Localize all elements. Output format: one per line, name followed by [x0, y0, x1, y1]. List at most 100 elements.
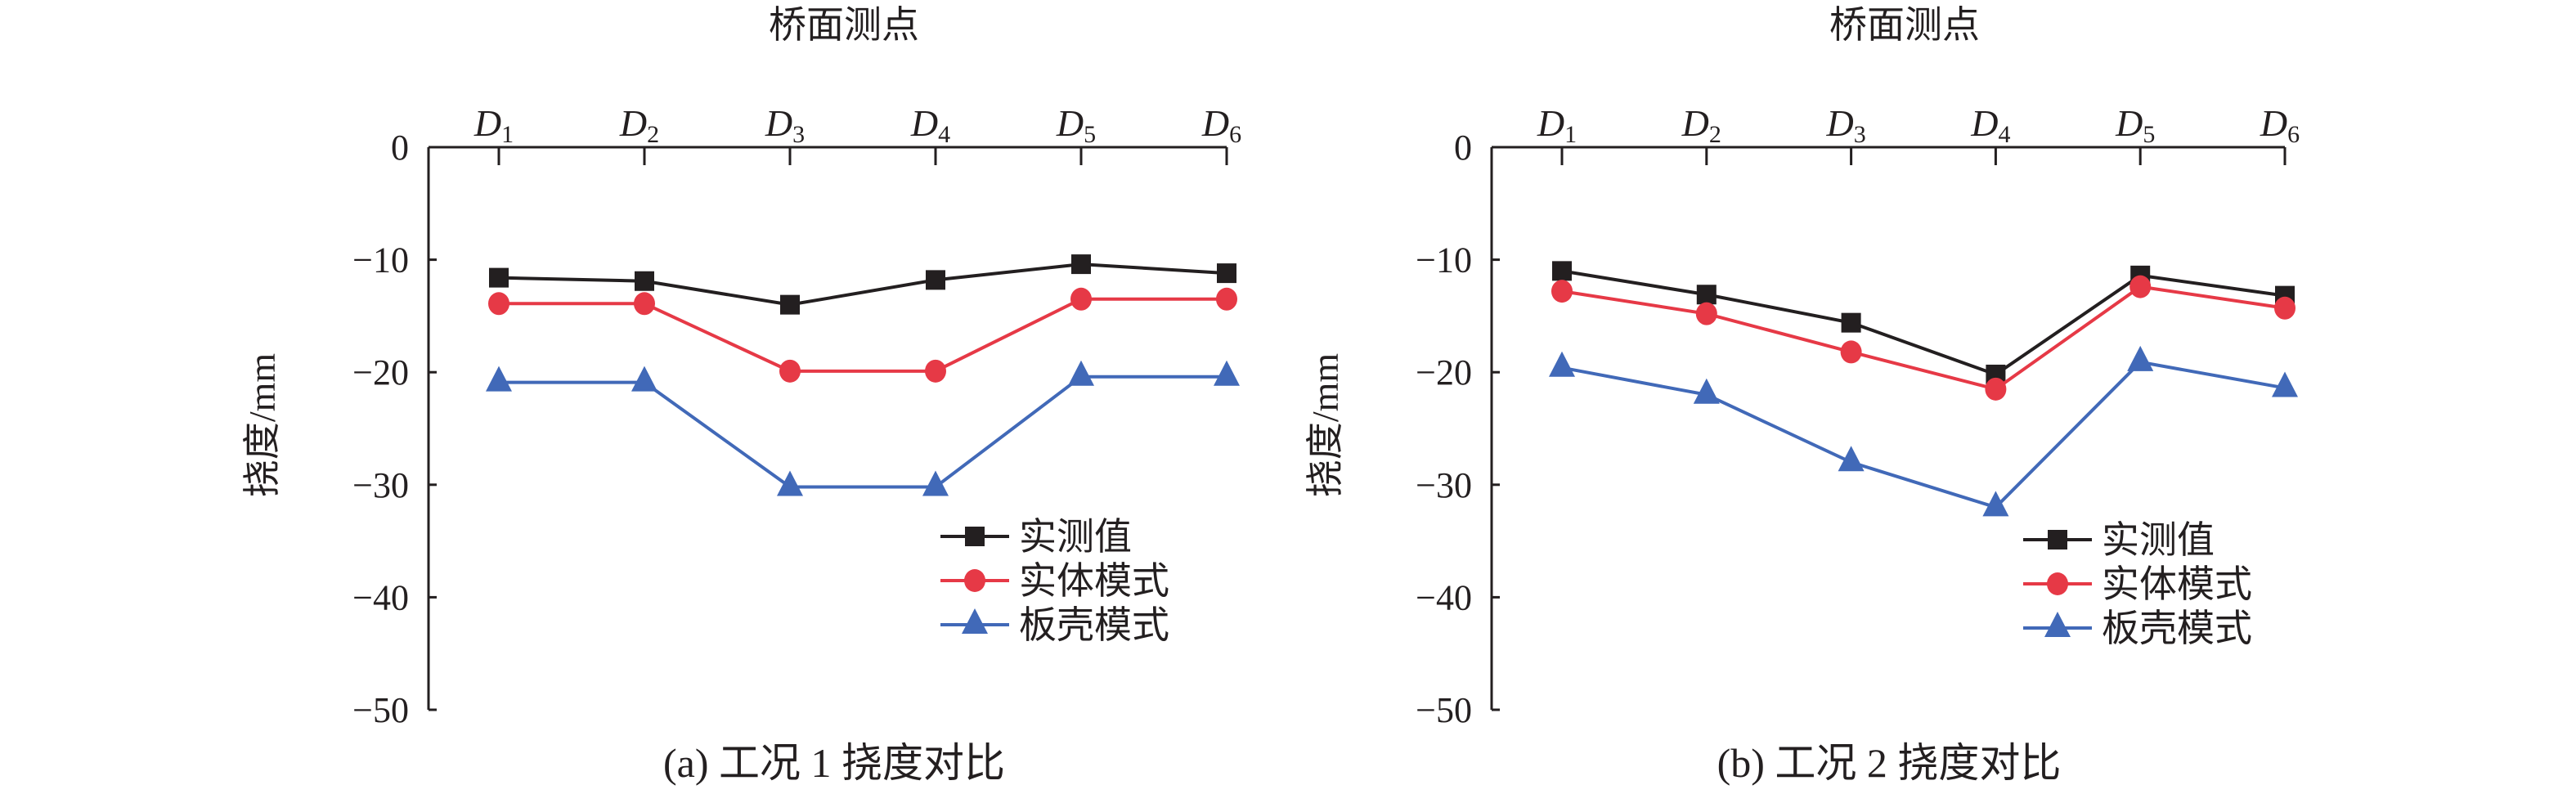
x-tick-subscript: 1	[1564, 121, 1577, 148]
data-point	[1693, 378, 1720, 404]
data-point	[1216, 287, 1237, 311]
data-point	[635, 271, 654, 291]
x-tick-subscript: 4	[1999, 121, 2011, 148]
x-tick-label: D6	[1201, 102, 1241, 148]
data-point	[1695, 302, 1717, 325]
series-triangle	[486, 360, 1240, 496]
series-line	[498, 262, 1227, 307]
data-point	[779, 359, 801, 383]
x-axis-title: 桥面测点	[1829, 4, 1980, 46]
series-line	[1561, 285, 2286, 392]
data-point	[1551, 280, 1573, 303]
x-tick-label: D1	[473, 102, 514, 148]
x-tick-subscript: 6	[2287, 121, 2300, 148]
x-tick-subscript: 6	[1229, 121, 1241, 148]
x-tick-letter: D	[1056, 102, 1084, 144]
x-tick-letter: D	[2260, 102, 2287, 144]
y-tick-label: −20	[1416, 352, 1472, 393]
legend-label: 实体模式	[1019, 560, 1169, 602]
data-point	[634, 292, 655, 316]
data-point	[486, 366, 512, 392]
y-tick-label: −10	[352, 240, 409, 280]
data-point	[1840, 340, 1862, 364]
legend-marker	[2044, 612, 2071, 637]
x-tick-letter: D	[1681, 102, 1709, 144]
data-point	[922, 470, 949, 496]
y-axis-title: 挠度/mm	[241, 353, 283, 498]
y-tick-label: −30	[1416, 465, 1472, 505]
data-point	[1549, 351, 1575, 377]
data-point	[1552, 261, 1572, 281]
data-point	[1214, 360, 1240, 386]
x-tick-subscript: 2	[647, 121, 659, 148]
x-tick-letter: D	[1537, 102, 1564, 144]
x-tick-letter: D	[1201, 102, 1229, 144]
series-circle	[488, 287, 1237, 383]
legend-marker	[2047, 572, 2068, 595]
legend-entry: 实测值	[2023, 519, 2215, 561]
x-tick-subscript: 4	[938, 121, 950, 148]
y-tick-label: −50	[352, 690, 409, 730]
legend-label: 实测值	[2102, 519, 2215, 561]
x-tick-subscript: 2	[1709, 121, 1721, 148]
x-tick-label: D6	[2260, 102, 2300, 148]
legend-label: 板壳模式	[2102, 608, 2252, 649]
chart-caption: (b) 工况 2 挠度对比	[1717, 740, 2062, 786]
legend-label: 实体模式	[2102, 563, 2252, 605]
chart-caption: (a) 工况 1 挠度对比	[663, 740, 1005, 786]
x-tick-letter: D	[1970, 102, 1998, 144]
y-tick-label: −30	[352, 465, 409, 505]
data-point	[1068, 360, 1094, 386]
data-point	[1070, 287, 1092, 311]
x-tick-label: D5	[1056, 102, 1096, 148]
data-point	[489, 267, 509, 288]
data-point	[1696, 285, 1717, 305]
x-tick-label: D5	[2115, 102, 2155, 148]
y-tick-label: −10	[1416, 240, 1472, 280]
data-point	[2274, 296, 2296, 320]
data-point	[1071, 254, 1091, 275]
data-point	[2272, 371, 2298, 397]
data-point	[2129, 275, 2152, 298]
x-tick-label: D2	[1681, 102, 1721, 148]
x-tick-letter: D	[1825, 102, 1853, 144]
x-tick-letter: D	[2115, 102, 2143, 144]
x-tick-subscript: 5	[2143, 121, 2155, 148]
data-point	[925, 359, 946, 383]
legend-entry: 实体模式	[2023, 563, 2252, 605]
y-tick-label: −40	[1416, 577, 1472, 617]
y-tick-label: 0	[1454, 128, 1472, 168]
x-tick-label: D3	[765, 102, 805, 148]
x-tick-letter: D	[619, 102, 647, 144]
series-line	[499, 297, 1227, 373]
data-point	[780, 294, 800, 315]
series-circle	[1551, 275, 2296, 401]
legend-marker	[962, 608, 988, 634]
data-point	[777, 470, 803, 496]
data-point	[1841, 312, 1861, 333]
series-line	[1561, 360, 2286, 509]
data-point	[1982, 491, 2009, 517]
x-axis-title: 桥面测点	[769, 4, 919, 46]
legend-label: 实测值	[1019, 516, 1132, 558]
y-tick-label: −20	[352, 352, 409, 393]
data-point	[2127, 345, 2154, 371]
data-point	[631, 366, 657, 392]
data-point	[1985, 377, 2007, 401]
x-tick-label: D4	[1970, 102, 2010, 148]
y-tick-label: −40	[352, 577, 409, 617]
series-line	[1561, 269, 2286, 377]
x-tick-subscript: 3	[1854, 121, 1866, 148]
legend-entry: 板壳模式	[2023, 608, 2252, 649]
x-tick-letter: D	[910, 102, 938, 144]
series-line	[499, 375, 1227, 489]
x-tick-letter: D	[765, 102, 792, 144]
x-tick-subscript: 3	[792, 121, 805, 148]
y-axis-title: 挠度/mm	[1304, 353, 1346, 498]
x-tick-letter: D	[473, 102, 501, 144]
legend-label: 板壳模式	[1019, 604, 1169, 646]
x-tick-label: D3	[1825, 102, 1865, 148]
